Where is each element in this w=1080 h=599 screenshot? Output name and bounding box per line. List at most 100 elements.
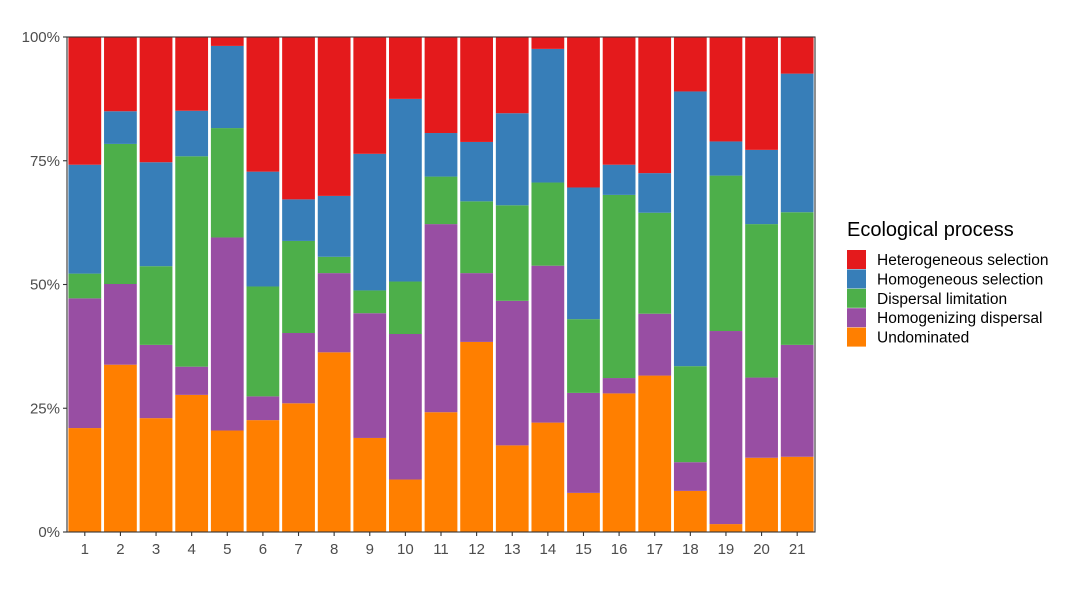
y-tick-label: 100% [22, 29, 60, 46]
y-tick-label: 25% [30, 400, 60, 417]
x-tick-label: 3 [152, 541, 160, 558]
x-tick-label: 14 [540, 541, 557, 558]
bar-segment-5-s0 [210, 430, 244, 532]
x-tick-label: 12 [468, 541, 485, 558]
bar-segment-19-s1 [709, 331, 743, 525]
bar-segment-13-s1 [495, 300, 529, 446]
y-axis: 0% 25% 50% 75% 100% [22, 29, 67, 541]
x-tick-label: 7 [294, 541, 302, 558]
bar-segment-7-s2 [282, 240, 315, 334]
bar-segment-18-s3 [673, 91, 707, 367]
bar-segment-21-s4 [780, 37, 814, 74]
legend-label: Homogeneous selection [877, 271, 1043, 288]
bar-segment-11-s0 [424, 412, 458, 532]
bar-segment-16-s2 [602, 194, 636, 379]
bar-segment-1-s4 [68, 37, 102, 165]
legend-swatch [847, 288, 866, 308]
bars-layer [68, 37, 814, 533]
bar-segment-1-s1 [68, 298, 102, 429]
bar-segment-12-s4 [460, 37, 493, 142]
bar-segment-4-s2 [175, 156, 209, 367]
x-tick-label: 18 [682, 541, 699, 558]
bar-segment-2-s0 [104, 364, 137, 532]
x-tick-label: 11 [433, 541, 449, 558]
x-tick-label: 10 [397, 541, 414, 558]
bar-segment-9-s4 [353, 37, 387, 154]
bar-segment-10-s0 [389, 479, 422, 532]
bar-segment-20-s3 [745, 149, 778, 225]
bar-segment-17-s1 [638, 313, 672, 376]
bar-segment-7-s4 [282, 37, 315, 200]
x-tick-label: 19 [718, 541, 735, 558]
bar-segment-10-s2 [389, 281, 422, 334]
bar-segment-16-s1 [602, 378, 636, 394]
bar-segment-21-s1 [780, 344, 814, 457]
bar-segment-4-s1 [175, 366, 209, 395]
bar-segment-8-s4 [317, 37, 351, 196]
x-tick-label: 5 [223, 541, 231, 558]
bar-segment-17-s3 [638, 173, 672, 213]
bar-segment-4-s4 [175, 37, 209, 111]
bar-segment-14-s1 [531, 265, 565, 423]
x-tick-label: 1 [81, 541, 89, 558]
bar-segment-11-s4 [424, 37, 458, 134]
bar-segment-6-s1 [246, 396, 280, 421]
x-tick-label: 6 [259, 541, 267, 558]
bar-segment-11-s1 [424, 224, 458, 413]
bar-segment-8-s3 [317, 195, 351, 257]
bar-segment-7-s1 [282, 333, 315, 404]
bar-segment-10-s3 [389, 98, 422, 282]
bar-segment-16-s3 [602, 164, 636, 195]
bar-segment-10-s4 [389, 37, 422, 99]
bar-segment-7-s3 [282, 199, 315, 241]
bar-segment-12-s0 [460, 341, 493, 532]
bar-segment-5-s4 [210, 37, 244, 46]
y-tick-label: 75% [30, 153, 60, 170]
x-axis: 1 2 3 4 5 6 7 8 9 10 11 12 13 14 15 16 17 18 19 20 21 [81, 532, 806, 558]
bar-segment-6-s3 [246, 171, 280, 287]
bar-segment-16-s0 [602, 393, 636, 532]
bar-segment-12-s1 [460, 273, 493, 342]
bar-segment-14-s0 [531, 422, 565, 532]
bar-segment-17-s4 [638, 37, 672, 174]
bar-segment-8-s2 [317, 256, 351, 274]
bar-segment-19-s4 [709, 37, 743, 142]
bar-segment-18-s2 [673, 366, 707, 463]
bar-segment-14-s2 [531, 182, 565, 266]
bar-segment-5-s3 [210, 45, 244, 129]
x-tick-label: 21 [789, 541, 806, 558]
bar-segment-13-s4 [495, 37, 529, 114]
legend-swatch [847, 269, 866, 289]
bar-segment-8-s1 [317, 273, 351, 353]
legend-label: Dispersal limitation [877, 291, 1007, 308]
legend-title: Ecological process [847, 219, 1014, 241]
bar-segment-17-s0 [638, 375, 672, 532]
bar-segment-20-s1 [745, 377, 778, 458]
legend-items: Heterogeneous selection Homogeneous selec… [847, 250, 1048, 347]
bar-segment-12-s3 [460, 141, 493, 202]
bar-segment-6-s0 [246, 420, 280, 532]
x-tick-label: 13 [504, 541, 521, 558]
legend-swatch [847, 250, 866, 269]
bar-segment-3-s3 [139, 162, 173, 267]
bar-segment-9-s2 [353, 290, 387, 314]
bar-segment-3-s2 [139, 266, 173, 345]
bar-segment-3-s0 [139, 418, 173, 532]
bar-segment-5-s1 [210, 237, 244, 431]
bar-segment-5-s2 [210, 128, 244, 238]
bar-segment-6-s2 [246, 286, 280, 397]
bar-segment-10-s1 [389, 334, 422, 480]
bar-segment-9-s0 [353, 437, 387, 532]
bar-segment-15-s3 [567, 187, 600, 320]
bar-segment-15-s4 [567, 37, 600, 188]
legend-swatch [847, 308, 866, 328]
legend: Ecological process Heterogeneous selecti… [847, 219, 1048, 347]
bar-segment-13-s2 [495, 205, 529, 301]
bar-segment-8-s0 [317, 352, 351, 532]
bar-segment-3-s1 [139, 344, 173, 419]
legend-label: Homogenizing dispersal [877, 310, 1042, 327]
bar-segment-7-s0 [282, 403, 315, 532]
bar-segment-11-s3 [424, 133, 458, 177]
bar-segment-20-s2 [745, 224, 778, 378]
